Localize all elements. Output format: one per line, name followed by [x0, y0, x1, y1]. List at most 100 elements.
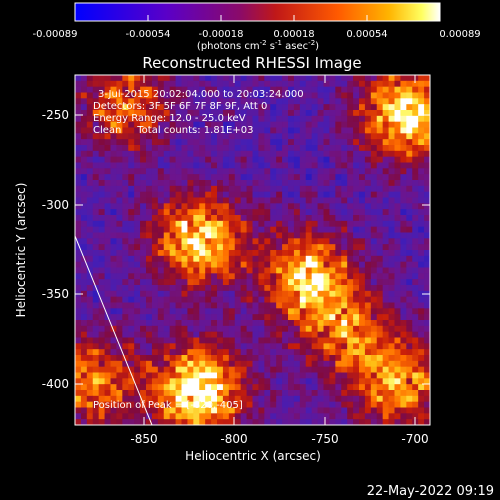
heatmap-cell: [175, 401, 182, 408]
heatmap-cell: [406, 419, 413, 425]
heatmap-cell: [347, 150, 354, 158]
heatmap-cell: [264, 337, 271, 344]
heatmap-cell: [163, 349, 171, 356]
heatmap-cell: [86, 302, 94, 309]
heatmap-cell: [299, 75, 307, 82]
heatmap-cell: [359, 290, 366, 298]
heatmap-cell: [128, 121, 135, 128]
heatmap-cell: [288, 104, 295, 111]
heatmap-cell: [86, 220, 94, 228]
heatmap-cell: [151, 331, 159, 338]
heatmap-cell: [110, 80, 117, 88]
heatmap-cell: [282, 290, 289, 298]
heatmap-cell: [98, 255, 105, 263]
heatmap-cell: [134, 267, 141, 274]
heatmap-cell: [128, 255, 135, 263]
heatmap-cell: [370, 104, 378, 111]
heatmap-cell: [122, 285, 129, 292]
heatmap-cell: [151, 355, 159, 362]
heatmap-cell: [388, 226, 395, 233]
heatmap-cell: [104, 180, 111, 187]
heatmap-cell: [370, 355, 378, 362]
heatmap-cell: [193, 384, 200, 391]
heatmap-cell: [163, 133, 171, 140]
heatmap-cell: [364, 139, 372, 146]
heatmap-cell: [264, 255, 271, 263]
heatmap-cell: [317, 343, 324, 350]
y-tick-label: -400: [42, 377, 69, 391]
heatmap-cell: [359, 395, 366, 403]
heatmap-cell: [110, 104, 117, 111]
heatmap-cell: [252, 226, 259, 233]
heatmap-cell: [199, 314, 206, 321]
heatmap-cell: [323, 104, 330, 111]
heatmap-cell: [359, 145, 366, 152]
heatmap-cell: [323, 250, 330, 257]
heatmap-cell: [299, 314, 307, 321]
heatmap-cell: [412, 80, 419, 88]
unit-sup: -2: [308, 39, 315, 47]
heatmap-cell: [388, 209, 395, 216]
heatmap-cell: [376, 115, 384, 123]
heatmap-cell: [288, 261, 295, 268]
heatmap-cell: [234, 80, 242, 88]
heatmap-cell: [104, 343, 111, 350]
heatmap-cell: [80, 215, 88, 222]
heatmap-cell: [92, 261, 100, 268]
heatmap-cell: [222, 104, 230, 111]
heatmap-cell: [246, 168, 253, 175]
heatmap-cell: [75, 296, 82, 303]
heatmap-cell: [317, 185, 324, 193]
heatmap-cell: [222, 308, 230, 315]
heatmap-cell: [412, 366, 419, 373]
heatmap-cell: [370, 337, 378, 344]
heatmap-cell: [329, 302, 336, 309]
heatmap-cell: [382, 185, 389, 193]
heatmap-cell: [199, 80, 206, 88]
heatmap-cell: [388, 343, 395, 350]
heatmap-cell: [181, 226, 188, 233]
heatmap-cell: [181, 419, 188, 425]
heatmap-cell: [424, 145, 430, 152]
heatmap-cell: [134, 86, 141, 93]
heatmap-cell: [376, 261, 384, 268]
heatmap-cell: [317, 290, 324, 298]
heatmap-cell: [228, 401, 236, 408]
heatmap-cell: [323, 273, 330, 280]
heatmap-cell: [252, 238, 259, 245]
heatmap-cell: [305, 314, 313, 321]
heatmap-cell: [424, 407, 430, 414]
heatmap-cell: [370, 174, 378, 181]
heatmap-cell: [359, 232, 366, 239]
heatmap-cell: [323, 115, 330, 123]
heatmap-cell: [258, 290, 265, 298]
heatmap-cell: [151, 267, 159, 274]
heatmap-cell: [311, 150, 318, 158]
heatmap-cell: [282, 314, 289, 321]
heatmap-cell: [412, 279, 419, 286]
heatmap-cell: [240, 174, 247, 181]
heatmap-cell: [270, 384, 277, 391]
heatmap-cell: [258, 86, 265, 93]
heatmap-cell: [282, 232, 289, 239]
heatmap-cell: [240, 250, 247, 257]
heatmap-cell: [86, 244, 94, 251]
heatmap-cell: [400, 162, 407, 169]
heatmap-cell: [400, 203, 407, 210]
heatmap-cell: [222, 121, 230, 128]
heatmap-cell: [394, 314, 401, 321]
heatmap-cell: [228, 92, 236, 99]
heatmap-cell: [388, 232, 395, 239]
heatmap-cell: [181, 209, 188, 216]
heatmap-cell: [228, 419, 236, 425]
heatmap-cell: [311, 314, 318, 321]
heatmap-cell: [116, 203, 123, 210]
heatmap-cell: [424, 168, 430, 175]
heatmap-cell: [151, 366, 159, 373]
heatmap-cell: [211, 302, 218, 309]
heatmap-cell: [388, 156, 395, 163]
heatmap-cell: [412, 180, 419, 187]
heatmap-cell: [246, 343, 253, 350]
heatmap-cell: [104, 337, 111, 344]
heatmap-cell: [406, 331, 413, 338]
